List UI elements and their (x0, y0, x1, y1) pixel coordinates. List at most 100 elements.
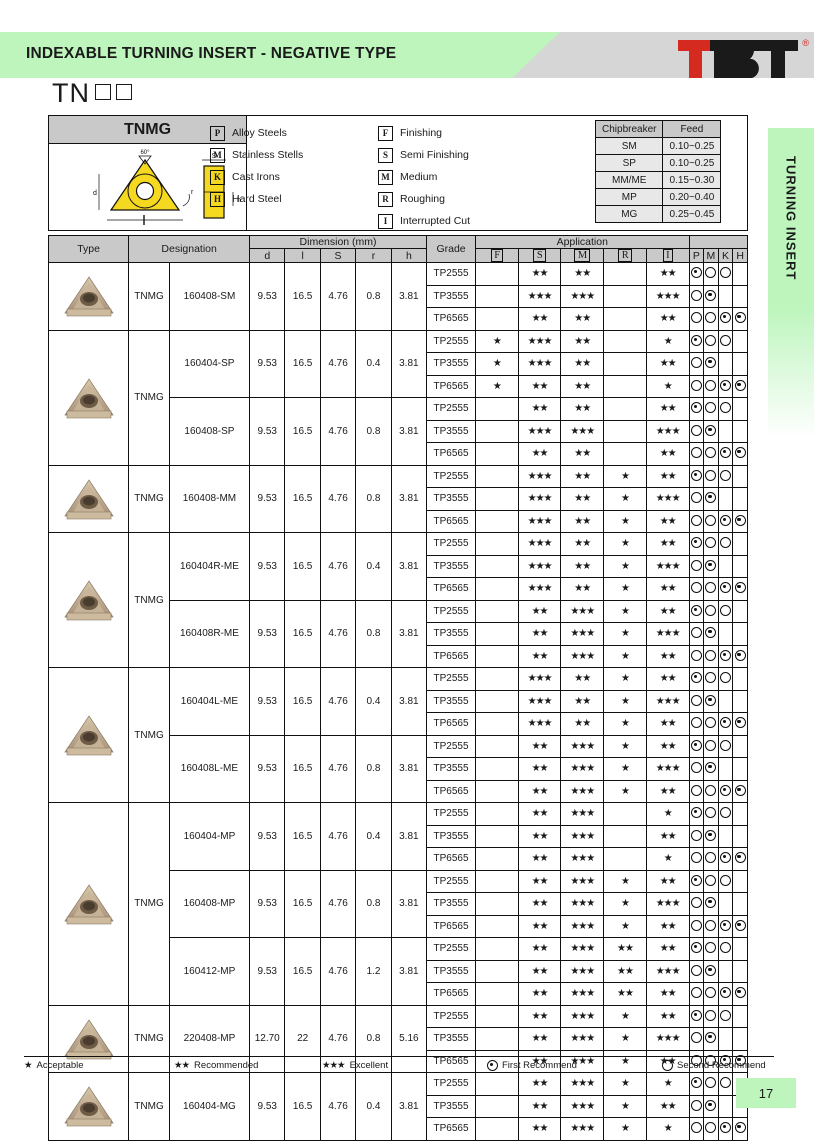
single-circle-icon (719, 469, 731, 481)
dim-s: 4.76 (319, 464, 357, 533)
insert-designation: 160408-MP (168, 869, 251, 938)
single-circle-icon (705, 582, 717, 594)
col-header-h: h (390, 248, 428, 263)
app-roughing (603, 802, 647, 826)
app-interrupted-cut: ★★ (645, 712, 690, 736)
app-semi-finishing: ★★★ (517, 464, 562, 488)
table-row: 160408R-ME 9.53 16.5 4.76 0.8 3.81 TP2555 ★★ ★★★… (49, 599, 748, 668)
material-p (688, 779, 705, 803)
app-roughing (603, 847, 647, 871)
operation-legend: F Finishing S Semi Finishing M Medium R … (378, 122, 470, 232)
chipbreaker-header: Chipbreaker (594, 120, 664, 138)
table-row: TP3555 ★★ ★★★ ★★ (49, 824, 748, 848)
grade-code: TP3555 (426, 1094, 477, 1118)
chipbreaker-code: MG (594, 205, 664, 223)
dim-l: 16.5 (284, 397, 321, 466)
app-finishing (475, 802, 519, 826)
material-h (732, 554, 748, 578)
grade-code: TP2555 (426, 1072, 477, 1096)
dim-h: 3.81 (390, 802, 428, 871)
app-finishing (475, 644, 519, 668)
app-medium: ★★★ (560, 284, 605, 308)
app-roughing: ★ (603, 577, 647, 601)
app-interrupted-cut: ★ (645, 847, 690, 871)
material-p (688, 262, 705, 286)
material-m (703, 689, 719, 713)
material-k (717, 937, 734, 961)
table-row: TP6565★★★★★★ (49, 307, 748, 331)
single-circle-icon (690, 919, 702, 931)
material-label: Alloy Steels (232, 127, 287, 139)
app-roughing: ★ (603, 689, 647, 713)
double-circle-icon (705, 694, 717, 706)
double-circle-icon (690, 537, 702, 549)
star-icon: ★ (24, 1060, 32, 1071)
col-header-m: M (703, 248, 719, 263)
app-semi-finishing: ★★ (517, 1094, 562, 1118)
dim-d: 9.53 (249, 532, 286, 601)
dim-d: 9.53 (249, 262, 286, 331)
single-circle-icon (705, 672, 717, 684)
material-k (717, 554, 734, 578)
insert-designation: 160408-SM (168, 262, 251, 331)
app-medium: ★★★ (560, 869, 605, 893)
material-p (688, 1027, 705, 1051)
app-medium: ★★★ (560, 779, 605, 803)
dim-d: 9.53 (249, 329, 286, 398)
material-p (688, 509, 705, 533)
grade-code: TP2555 (426, 599, 477, 623)
single-circle-icon (719, 402, 731, 414)
app-interrupted-cut: ★★★ (645, 622, 690, 646)
insert-family-label: TNMG (128, 262, 170, 331)
double-circle-icon (719, 919, 731, 931)
material-m (703, 622, 719, 646)
double-circle-icon (734, 649, 746, 661)
table-row: TP6565★★★★★★★★ (49, 644, 748, 668)
double-circle-icon (734, 312, 746, 324)
app-finishing (475, 667, 519, 691)
double-circle-icon (690, 1009, 702, 1021)
material-m (703, 599, 719, 623)
single-circle-icon (705, 604, 717, 616)
material-p (688, 959, 705, 983)
material-label: Cast Irons (232, 171, 280, 183)
side-tab-turning-insert[interactable]: TURNING INSERT (768, 128, 814, 308)
col-header-interrupted-icon: I (645, 248, 690, 263)
material-k (717, 284, 734, 308)
material-h (732, 262, 748, 286)
material-m (703, 577, 719, 601)
double-circle-icon (690, 402, 702, 414)
double-circle-icon (734, 987, 746, 999)
single-circle-icon (705, 379, 717, 391)
material-k (717, 1027, 734, 1051)
col-header-d: d (249, 248, 286, 263)
app-semi-finishing: ★★ (517, 307, 562, 331)
app-semi-finishing: ★★ (517, 757, 562, 781)
app-medium: ★★★ (560, 914, 605, 938)
dim-r: 0.4 (355, 1072, 392, 1141)
table-row: TNMG 160404R-ME 9.53 16.5 4.76 0.4 3.81 TP2555 ★… (47, 532, 748, 668)
double-circle-icon (719, 649, 731, 661)
placeholder-square-icon (95, 84, 111, 100)
double-circle-icon (705, 1032, 717, 1044)
app-interrupted-cut: ★★ (645, 734, 690, 758)
dim-l: 16.5 (284, 667, 321, 736)
legend-label: Acceptable (36, 1060, 84, 1071)
material-h (732, 869, 748, 893)
app-roughing: ★ (603, 1117, 647, 1141)
app-interrupted-cut: ★★ (645, 779, 690, 803)
table-row: TNMG 160404-MG 9.53 16.5 4.76 0.4 3.81 TP2555 ★★… (47, 1072, 748, 1141)
grade-code: TP3555 (426, 757, 477, 781)
feed-header: Feed (662, 120, 722, 138)
app-roughing (603, 442, 647, 466)
table-row: TP3555★★★★★★★★ (49, 1094, 748, 1118)
material-label: Hard Steel (232, 193, 282, 205)
dim-r: 0.4 (355, 667, 392, 736)
app-interrupted-cut: ★★ (645, 464, 690, 488)
dim-l: 16.5 (284, 329, 321, 398)
dim-d: 9.53 (249, 1072, 286, 1141)
single-circle-icon (690, 762, 702, 774)
grade-code: TP2555 (426, 329, 477, 353)
app-roughing (603, 824, 647, 848)
grade-code: TP6565 (426, 712, 477, 736)
